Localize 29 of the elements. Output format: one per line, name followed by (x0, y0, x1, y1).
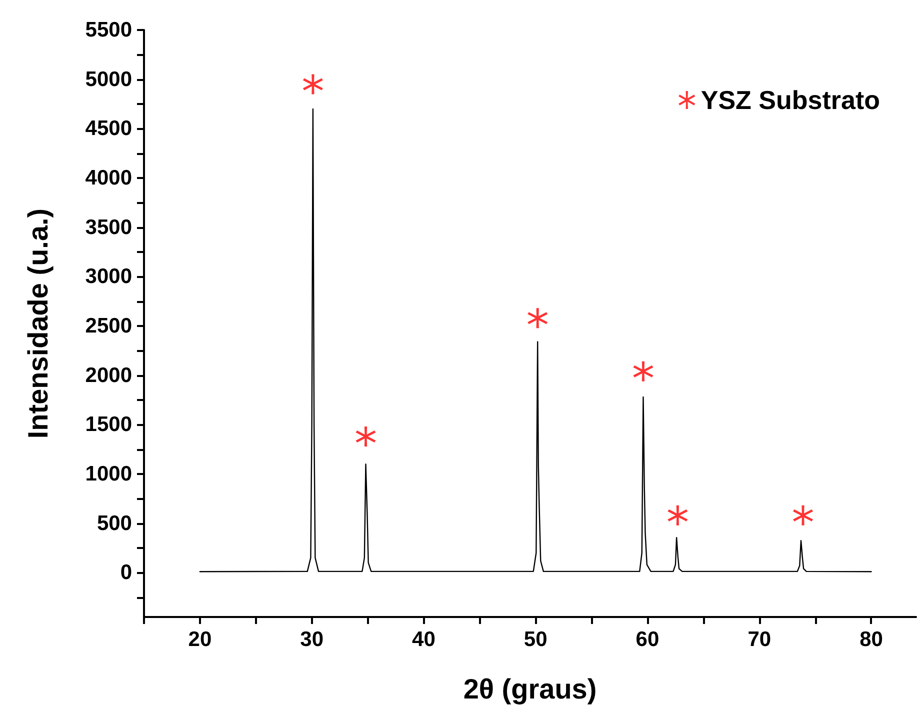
y-tick-label: 1000 (85, 462, 132, 486)
y-tick-label: 2000 (85, 364, 132, 387)
y-tick-label: 5500 (85, 18, 132, 42)
x-tick-label: 40 (412, 628, 436, 651)
x-tick-label: 80 (860, 628, 883, 651)
point (633, 361, 654, 382)
point (302, 74, 323, 94)
y-tick-label: 5000 (85, 68, 132, 91)
point (528, 308, 548, 328)
y-tick-label: 2500 (85, 314, 132, 338)
y-tick-label: 3500 (85, 216, 132, 239)
x-tick-label: 20 (188, 628, 212, 651)
y-tick-label: 500 (96, 512, 132, 535)
point (356, 426, 376, 446)
y-axis-title: Intensidade (u.a.) (22, 208, 54, 439)
x-tick-label: 60 (636, 628, 660, 651)
y-tick-label: 4500 (85, 117, 132, 140)
x-tick-label: 70 (748, 628, 772, 651)
legend-label: YSZ Substrato (700, 85, 880, 115)
point (668, 505, 688, 526)
y-tick-label: 4000 (85, 166, 132, 190)
x-tick-label: 50 (524, 628, 548, 651)
y-tick-label: 0 (120, 561, 132, 584)
line-series (199, 108, 872, 572)
point (792, 505, 813, 526)
y-tick-label: 3000 (85, 265, 132, 288)
y-tick-label: 1500 (85, 413, 132, 436)
x-tick-label: 30 (300, 628, 324, 651)
x-axis-title: 2θ (graus) (463, 674, 597, 704)
